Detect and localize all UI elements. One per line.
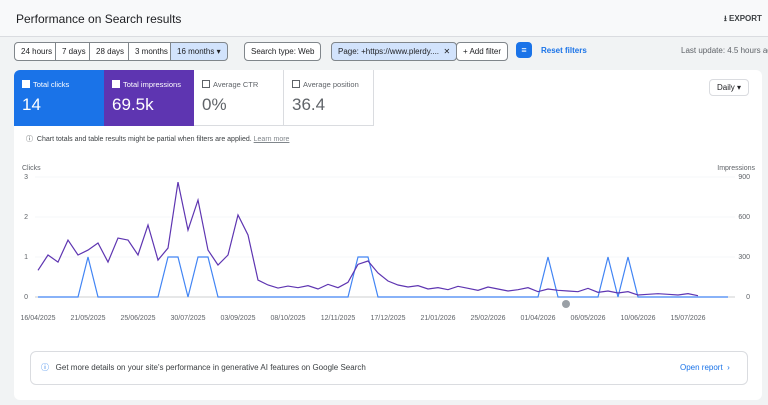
annotation-marker[interactable] xyxy=(562,300,570,308)
metric-value: 0% xyxy=(202,95,227,114)
x-tick-label: 12/11/2025 xyxy=(321,315,356,322)
top-bar xyxy=(0,0,768,37)
filter-icon[interactable]: ≡ xyxy=(516,42,532,58)
x-tick-label: 01/04/2026 xyxy=(520,315,555,322)
metric-value: 69.5k xyxy=(112,95,154,114)
x-tick-label: 21/01/2026 xyxy=(420,315,455,322)
x-tick-label: 15/07/2026 xyxy=(670,315,705,322)
x-tick-label: 10/06/2026 xyxy=(620,315,655,322)
x-tick-label: 21/05/2025 xyxy=(70,315,105,322)
x-tick-label: 16/04/2025 xyxy=(20,315,55,322)
series-line xyxy=(37,181,699,297)
metric-card[interactable]: Average position 36.4 xyxy=(284,70,374,126)
metric-card[interactable]: Average CTR 0% xyxy=(194,70,284,126)
metric-label: Average CTR xyxy=(213,80,259,89)
x-tick-label: 25/02/2026 xyxy=(470,315,505,322)
add-filter-chip[interactable]: + Add filter xyxy=(456,42,509,61)
y2-tick-label: 900 xyxy=(738,174,750,181)
metric-value: 14 xyxy=(22,95,41,114)
search-type-chip[interactable]: Search type: Web xyxy=(244,42,322,61)
range-chip-selected[interactable]: 16 months ▾ xyxy=(170,42,228,61)
y-tick-label: 0 xyxy=(24,294,28,301)
metric-label: Total impressions xyxy=(123,80,181,89)
y-tick-label: 1 xyxy=(24,254,28,261)
y-axis-title: Clicks xyxy=(22,165,41,172)
granularity-select[interactable]: Daily ▾ xyxy=(709,79,750,96)
export-label: EXPORT xyxy=(729,14,762,23)
y2-tick-label: 0 xyxy=(746,294,750,301)
y2-axis-title: Impressions xyxy=(717,165,755,172)
range-chip[interactable]: 24 hours xyxy=(14,42,60,61)
metric-label: Total clicks xyxy=(33,80,70,89)
metric-card[interactable]: Total clicks 14 xyxy=(14,70,104,126)
last-update: Last update: 4.5 hours ago xyxy=(681,46,768,55)
metric-card[interactable]: Total impressions 69.5k xyxy=(104,70,194,126)
banner-text-row: ⓘ Get more details on your site's perfor… xyxy=(41,363,366,372)
y-tick-label: 2 xyxy=(24,214,28,221)
x-tick-label: 30/07/2025 xyxy=(170,315,205,322)
x-tick-label: 06/05/2026 xyxy=(570,315,605,322)
notice-link[interactable]: Learn more xyxy=(253,136,290,143)
y-tick-label: 3 xyxy=(24,174,28,181)
page-filter-chip[interactable]: Page: +https://www.plerdy.... ✕ xyxy=(331,42,458,61)
notice-text: Chart totals and table results might be … xyxy=(36,136,252,143)
reset-filters[interactable]: Reset filters xyxy=(541,46,587,55)
banner-text: Get more details on your site's performa… xyxy=(55,363,366,372)
open-report[interactable]: Open report › xyxy=(680,363,730,372)
chart: Clicks Impressions 0 1 2 3 0 300 600 900 16/04/202… xyxy=(20,165,755,322)
x-tick-label: 03/09/2025 xyxy=(220,315,255,322)
granularity-label: Daily xyxy=(717,83,735,92)
add-filter-label: Add filter xyxy=(469,47,502,56)
x-tick-label: 08/10/2025 xyxy=(270,315,305,322)
page-filter-label: Page: +https://www.plerdy.... xyxy=(338,47,440,56)
ai-banner xyxy=(30,351,748,385)
series-line xyxy=(38,256,728,298)
metric-value: 36.4 xyxy=(292,95,326,114)
page-title: Performance on Search results xyxy=(16,12,182,26)
export-button[interactable]: ⭳ EXPORT xyxy=(724,14,762,23)
y2-tick-label: 300 xyxy=(738,254,750,261)
y2-tick-label: 600 xyxy=(738,214,750,221)
notice: ⓘ Chart totals and table results might b… xyxy=(26,136,290,143)
open-report-label: Open report xyxy=(680,363,723,372)
x-tick-label: 17/12/2025 xyxy=(370,315,405,322)
metric-label: Average position xyxy=(303,80,359,89)
x-tick-label: 25/06/2025 xyxy=(120,315,155,322)
range-label: 16 months xyxy=(177,47,215,56)
